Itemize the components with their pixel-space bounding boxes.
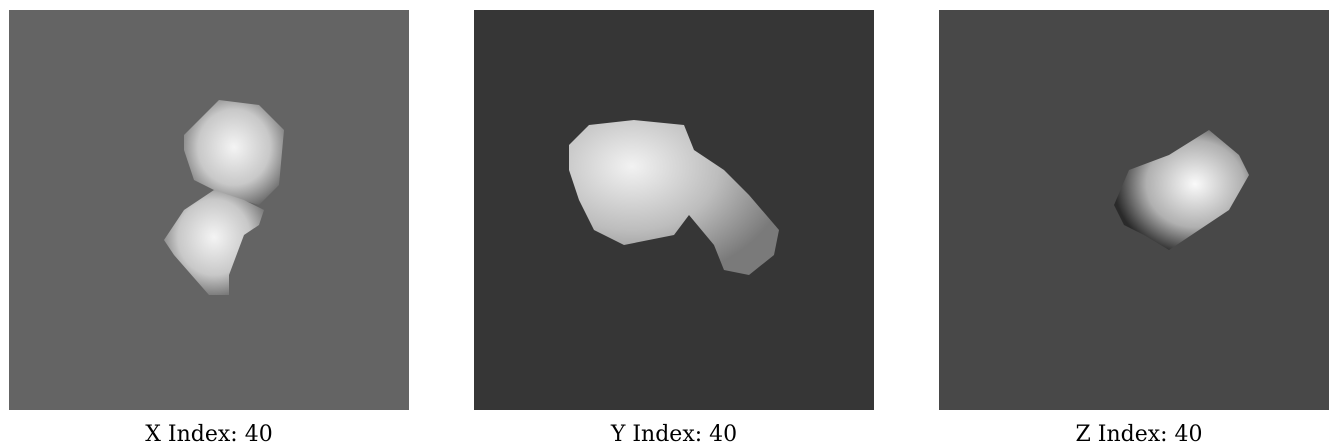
panel [474, 10, 874, 410]
slice-region [569, 120, 779, 275]
panel-caption: X Index: 40 [145, 422, 272, 445]
panel [9, 10, 409, 410]
panel-caption: Z Index: 40 [1075, 422, 1202, 445]
slice-region [184, 100, 284, 205]
panel [939, 10, 1329, 410]
slice-region [1114, 130, 1249, 250]
slice-region [164, 190, 264, 295]
panel-caption: Y Index: 40 [610, 422, 737, 445]
